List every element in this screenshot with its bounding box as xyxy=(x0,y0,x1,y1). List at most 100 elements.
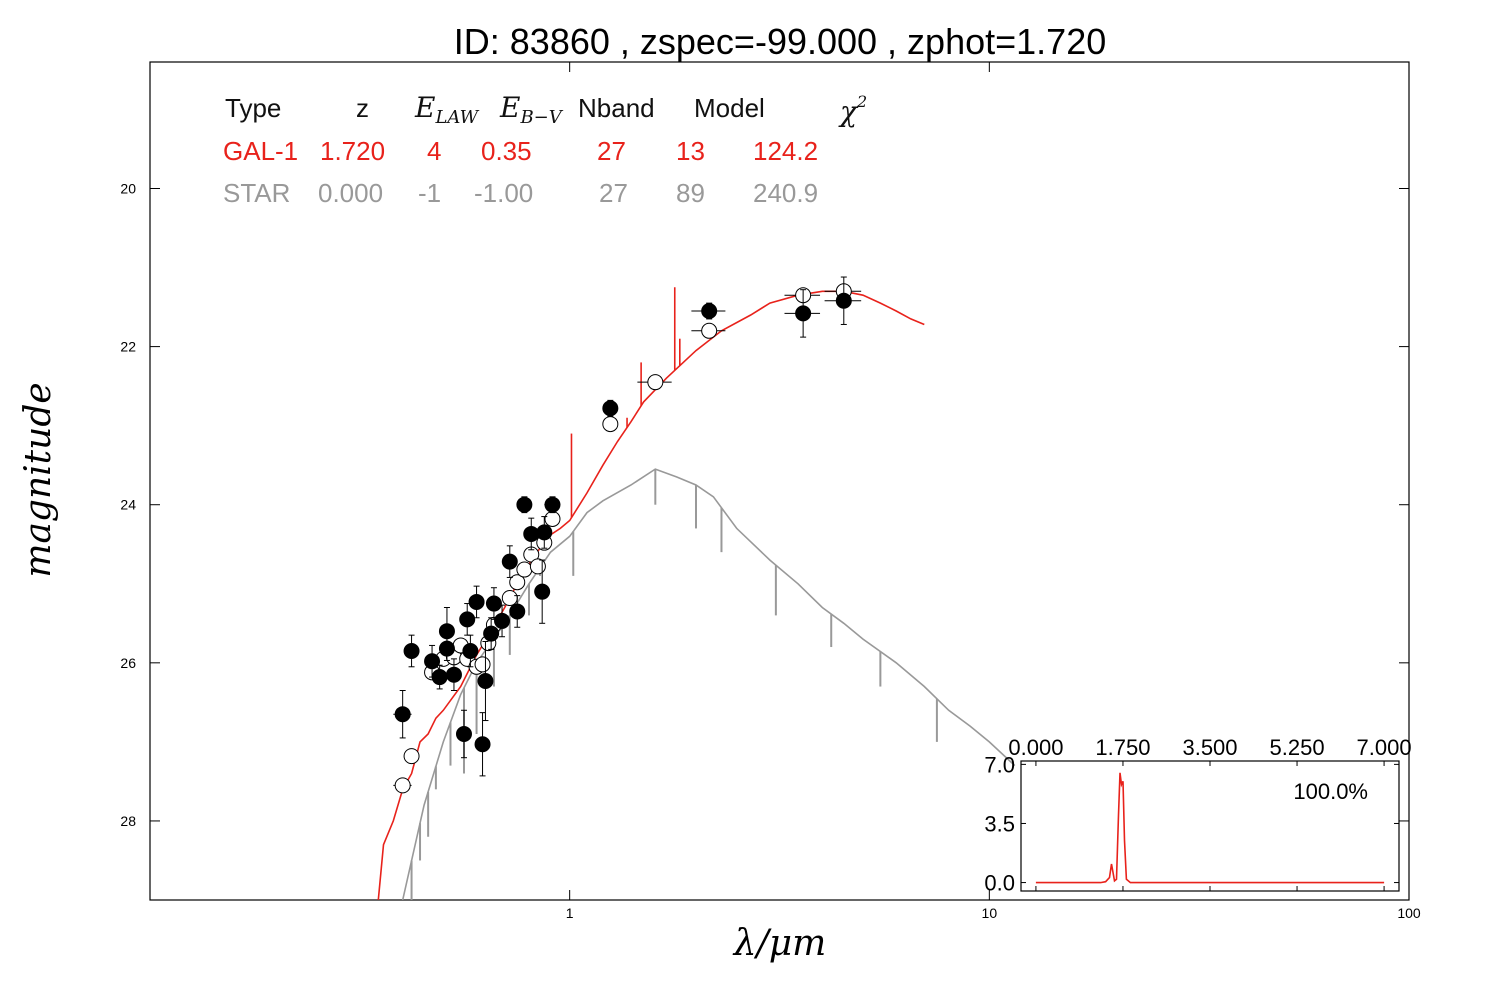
observed-point xyxy=(501,545,518,578)
photometry-points xyxy=(393,276,862,794)
table-row-star: STAR 0.000 -1 -1.00 27 89 240.9 xyxy=(223,178,818,208)
filled-marker xyxy=(534,583,551,600)
filled-marker xyxy=(474,736,491,753)
gal-elaw: 4 xyxy=(427,136,441,166)
gal-ebv: 0.35 xyxy=(481,136,532,166)
plot-frame xyxy=(149,61,1410,901)
star-model-spectrum xyxy=(401,468,1016,900)
model-point xyxy=(691,322,726,339)
table-header-ebv: EB−V xyxy=(499,91,564,128)
y-tick-label: 26 xyxy=(120,655,136,671)
open-marker xyxy=(602,416,619,433)
filled-marker xyxy=(477,673,494,690)
inset-y-tick-label: 7.0 xyxy=(984,752,1015,777)
filled-marker xyxy=(602,400,619,417)
model-point xyxy=(602,416,619,433)
y-tick-label: 20 xyxy=(120,180,136,196)
star-elaw: -1 xyxy=(418,178,441,208)
open-marker xyxy=(647,374,664,391)
inset-y-tick-label: 3.5 xyxy=(984,811,1015,836)
x-tick-label: 100 xyxy=(1397,905,1421,921)
pdz-inset: 0.000 1.750 3.500 5.250 7.000 0.0 3.5 7.0 100.0… xyxy=(984,735,1411,896)
gal-nband: 27 xyxy=(597,136,626,166)
table-header-type: Type xyxy=(225,93,281,123)
inset-axis-ticks: 0.000 1.750 3.500 5.250 7.000 0.0 3.5 7.0 xyxy=(984,735,1411,896)
star-ebv: -1.00 xyxy=(474,178,533,208)
inset-x-tick-label: 1.750 xyxy=(1095,735,1150,760)
filled-marker xyxy=(424,653,441,670)
pdz-curve xyxy=(1035,772,1385,884)
galaxy-model-spectrum xyxy=(377,287,925,900)
observed-point xyxy=(477,640,494,722)
open-marker xyxy=(544,510,561,527)
open-marker xyxy=(501,590,518,607)
y-tick-label: 28 xyxy=(120,813,136,829)
observed-point xyxy=(824,276,862,325)
model-point xyxy=(501,590,518,607)
star-model: 89 xyxy=(676,178,705,208)
filled-marker xyxy=(701,303,718,320)
filled-marker xyxy=(501,553,518,570)
observed-point xyxy=(485,587,502,620)
table-row-gal: GAL-1 1.720 4 0.35 27 13 124.2 xyxy=(223,136,818,166)
filled-marker xyxy=(485,595,502,612)
observed-point xyxy=(509,595,526,628)
observed-point xyxy=(536,516,553,549)
filled-marker xyxy=(431,669,448,686)
observed-point xyxy=(462,634,479,668)
gal-chi2: 124.2 xyxy=(753,136,818,166)
observed-point xyxy=(523,517,540,551)
inset-x-tick-label: 5.250 xyxy=(1270,735,1325,760)
filled-marker xyxy=(438,623,455,640)
filled-marker xyxy=(483,625,500,642)
table-header-model: Model xyxy=(694,93,765,123)
filled-marker xyxy=(468,593,485,610)
filled-marker xyxy=(516,496,533,513)
table-header-nband: Nband xyxy=(578,93,655,123)
filled-marker xyxy=(445,666,462,683)
observed-point xyxy=(483,617,500,650)
inset-x-tick-label: 7.000 xyxy=(1357,735,1412,760)
x-tick-label: 1 xyxy=(566,905,574,921)
observed-point xyxy=(602,399,619,417)
table-header-chi2: χ2 xyxy=(838,92,867,128)
observed-point xyxy=(544,496,561,514)
filled-marker xyxy=(494,612,511,629)
filled-marker xyxy=(795,305,812,322)
model-point xyxy=(393,777,412,794)
model-point xyxy=(509,574,526,591)
main-axis-ticks: 1 10 100 20 22 24 26 28 xyxy=(120,62,1421,921)
observed-point xyxy=(468,585,485,619)
inset-y-tick-label: 0.0 xyxy=(984,871,1015,896)
star-nband: 27 xyxy=(599,178,628,208)
observed-point xyxy=(534,559,551,624)
x-axis-label: λ/μm xyxy=(732,923,826,964)
observed-point xyxy=(494,604,511,638)
star-chi2: 240.9 xyxy=(753,178,818,208)
plot-area xyxy=(377,276,1016,900)
observed-point xyxy=(474,712,491,777)
gal-continuum xyxy=(377,290,925,900)
observed-point xyxy=(393,690,412,739)
inset-x-tick-label: 0.000 xyxy=(1008,735,1063,760)
chart-title: ID: 83860 , zspec=-99.000 , zphot=1.720 xyxy=(454,21,1106,62)
inset-frame xyxy=(1020,760,1400,892)
gal-type: GAL-1 xyxy=(223,136,298,166)
table-header-elaw: ELAW xyxy=(414,91,480,128)
star-z: 0.000 xyxy=(318,178,383,208)
gal-model: 13 xyxy=(676,136,705,166)
open-marker xyxy=(474,656,491,673)
observed-point xyxy=(516,496,533,514)
filled-marker xyxy=(403,642,420,659)
filled-marker xyxy=(462,642,479,659)
table-header-z: z xyxy=(356,93,369,123)
observed-point xyxy=(403,634,420,668)
open-marker xyxy=(394,777,411,794)
open-marker xyxy=(529,558,546,575)
table-header: Type z ELAW EB−V Nband Model χ2 xyxy=(225,91,867,128)
observed-point xyxy=(445,658,462,691)
observed-point xyxy=(438,606,455,656)
y-tick-label: 22 xyxy=(120,339,136,355)
model-point xyxy=(516,561,533,578)
